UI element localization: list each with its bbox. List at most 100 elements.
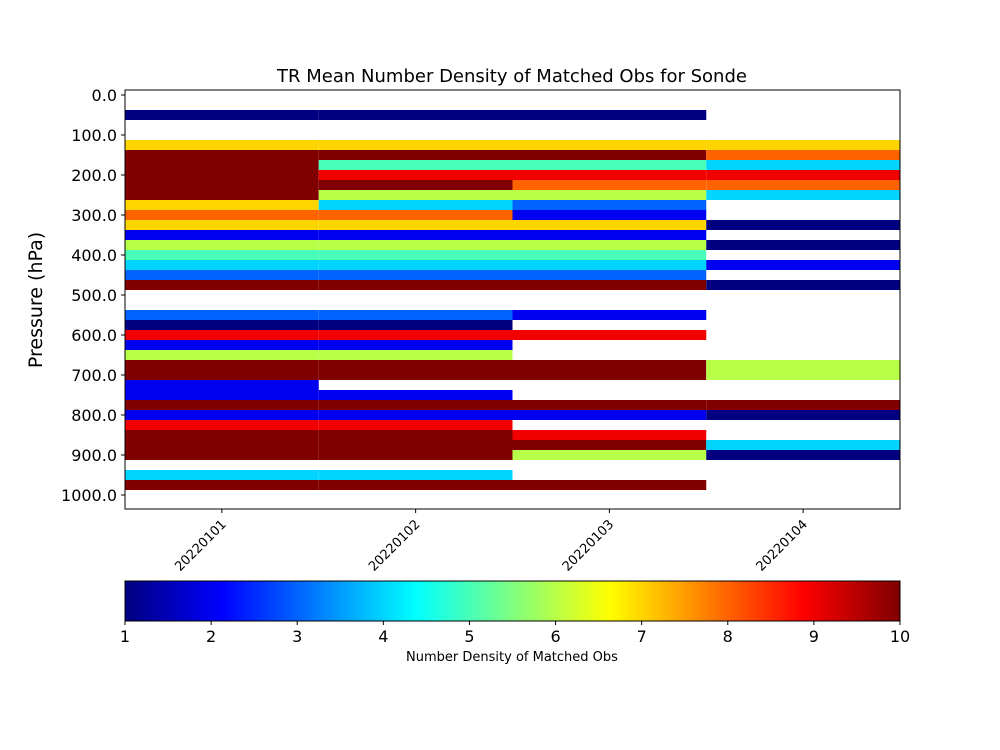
heatmap-cell [318, 470, 513, 480]
heatmap-cell [706, 150, 900, 160]
heatmap-cell [512, 370, 707, 380]
heatmap-cell [318, 240, 513, 250]
colorbar-label: Number Density of Matched Obs [406, 650, 618, 665]
heatmap-cell [706, 440, 900, 450]
y-axis-label: Pressure (hPa) [25, 232, 47, 368]
heatmap-cell [125, 230, 319, 240]
heatmap-cell [512, 190, 707, 200]
heatmap-cell [706, 450, 900, 460]
y-tick-label: 200.0 [71, 166, 117, 185]
heatmap-cell [512, 360, 707, 370]
heatmap-cell [125, 180, 319, 190]
heatmap-cell [706, 400, 900, 410]
colorbar-tick-label: 3 [292, 627, 302, 646]
heatmap-cell [318, 180, 513, 190]
heatmap-cell [125, 440, 319, 450]
colorbar-tick-label: 9 [809, 627, 819, 646]
heatmap-cell [318, 420, 513, 430]
heatmap-cell [125, 370, 319, 380]
heatmap-cell [125, 470, 319, 480]
colorbar-tick-label: 10 [890, 627, 910, 646]
heatmap-cell [512, 140, 707, 150]
heatmap-cell [512, 310, 707, 320]
colorbar-tick-label: 2 [206, 627, 216, 646]
y-tick-label: 0.0 [92, 86, 117, 105]
heatmap-cell [512, 180, 707, 190]
heatmap-cell [125, 150, 319, 160]
heatmap-cell [512, 230, 707, 240]
heatmap-cell [512, 210, 707, 220]
heatmap-cell [125, 360, 319, 370]
heatmap-cell [318, 330, 513, 340]
y-tick-label: 100.0 [71, 126, 117, 145]
heatmap-cell [125, 170, 319, 180]
colorbar-ticks: 1 2 3 4 5 6 7 8 9 10 [120, 621, 910, 646]
heatmap-cell [125, 140, 319, 150]
heatmap-cell [125, 420, 319, 430]
heatmap-cell [512, 220, 707, 230]
heatmap-cell [125, 330, 319, 340]
heatmap-cell [318, 360, 513, 370]
heatmap-cell [512, 440, 707, 450]
heatmap-cell [512, 280, 707, 290]
heatmap-cell [512, 330, 707, 340]
heatmap-cell [318, 220, 513, 230]
y-tick-label: 400.0 [71, 246, 117, 265]
heatmap-cell [125, 400, 319, 410]
heatmap-cell [512, 410, 707, 420]
x-axis: 20220101 20220102 20220103 20220104 [172, 509, 811, 575]
heatmap-cell [318, 480, 513, 490]
heatmap-cell [318, 280, 513, 290]
x-tick-label: 20220102 [366, 517, 423, 574]
colorbar [124, 580, 901, 622]
y-tick-label: 300.0 [71, 206, 117, 225]
heatmap-cell [512, 260, 707, 270]
heatmap-cell [512, 450, 707, 460]
heatmap-cell [318, 390, 513, 400]
plot-frame [124, 89, 901, 510]
heatmap-cell [125, 260, 319, 270]
heatmap-cell [706, 190, 900, 200]
heatmap-cell [318, 410, 513, 420]
colorbar-tick-label: 8 [723, 627, 733, 646]
heatmap-cell [125, 250, 319, 260]
heatmap-cell [318, 310, 513, 320]
heatmap-cell [318, 140, 513, 150]
heatmap-cell [706, 220, 900, 230]
heatmap-cell [706, 260, 900, 270]
heatmap-cell [318, 110, 513, 120]
heatmap-cell [706, 160, 900, 170]
heatmap-cell [318, 250, 513, 260]
heatmap-cell [706, 360, 900, 370]
x-tick-label: 20220101 [172, 517, 229, 574]
heatmap-cell [512, 150, 707, 160]
colorbar-tick-label: 7 [637, 627, 647, 646]
heatmap-cell [125, 210, 319, 220]
heatmap-cell [706, 410, 900, 420]
heatmap-cell [512, 240, 707, 250]
heatmap-cell [512, 480, 707, 490]
heatmap-cell [125, 450, 319, 460]
heatmap-cell [318, 270, 513, 280]
heatmap-cell [512, 200, 707, 210]
y-tick-label: 500.0 [71, 286, 117, 305]
heatmap-cell [706, 240, 900, 250]
heatmap-cell [125, 200, 319, 210]
heatmap-cell [318, 370, 513, 380]
heatmap-cell [512, 170, 707, 180]
heatmap-cells [125, 110, 900, 490]
heatmap-cell [512, 430, 707, 440]
heatmap-cell [318, 260, 513, 270]
y-tick-label: 700.0 [71, 366, 117, 385]
heatmap-cell [125, 380, 319, 390]
heatmap-cell [318, 170, 513, 180]
heatmap-cell [125, 160, 319, 170]
heatmap-cell [125, 390, 319, 400]
colorbar-tick-label: 6 [550, 627, 560, 646]
y-tick-label: 1000.0 [61, 486, 117, 505]
heatmap-cell [125, 270, 319, 280]
heatmap-cell [125, 220, 319, 230]
heatmap-cell [512, 270, 707, 280]
heatmap-cell [125, 110, 319, 120]
heatmap-cell [318, 440, 513, 450]
